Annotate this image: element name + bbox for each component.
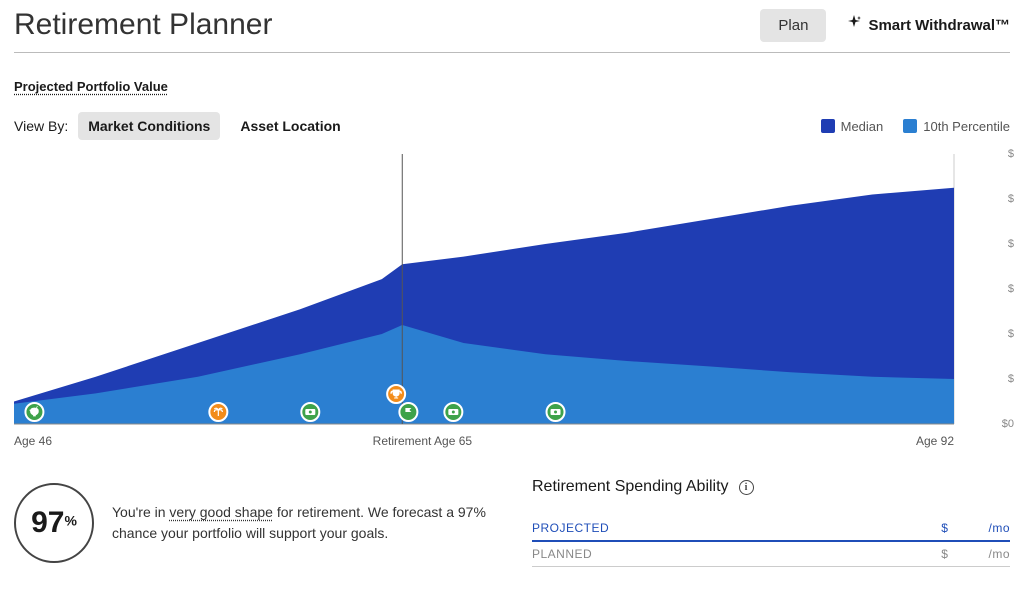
confidence-block: 97% You're in very good shape for retire…: [14, 478, 492, 567]
plan-button[interactable]: Plan: [760, 9, 826, 42]
header-actions: Plan Smart Withdrawal™: [760, 9, 1010, 42]
chart-svg: [14, 154, 1010, 444]
confidence-text-emph: very good shape: [169, 504, 273, 520]
spending-row-currency: $: [941, 521, 948, 535]
legend-median-label: Median: [841, 119, 884, 134]
event-marker-cash[interactable]: [547, 403, 565, 421]
section-title[interactable]: Projected Portfolio Value: [14, 79, 1010, 94]
sparkle-icon: [846, 15, 862, 35]
viewby-controls: View By: Market Conditions Asset Locatio…: [14, 112, 351, 140]
spending-row-label: PROJECTED: [532, 521, 609, 535]
x-label-retirement: Retirement Age 65: [373, 434, 472, 448]
chart-legend: Median 10th Percentile: [821, 119, 1010, 134]
x-label-end: Age 92: [916, 434, 954, 448]
confidence-percent-symbol: %: [64, 512, 76, 528]
header: Retirement Planner Plan Smart Withdrawal…: [14, 0, 1010, 53]
tab-asset-location[interactable]: Asset Location: [230, 112, 350, 140]
confidence-circle: 97%: [14, 483, 94, 563]
y-tick-label: $: [1008, 283, 1014, 295]
confidence-percent: 97: [31, 506, 64, 539]
spending-row-currency: $: [941, 547, 948, 561]
spending-row-suffix: /mo: [988, 521, 1010, 535]
event-marker-piggy[interactable]: [25, 403, 43, 421]
info-icon[interactable]: i: [739, 480, 754, 495]
page-title: Retirement Planner: [14, 8, 272, 42]
y-tick-label: $: [1008, 238, 1014, 250]
legend-p10-label: 10th Percentile: [923, 119, 1010, 134]
x-axis: Age 46 Age 92: [14, 434, 954, 448]
y-tick-label: $: [1008, 373, 1014, 385]
viewby-tabs: Market Conditions Asset Location: [78, 112, 350, 140]
legend-swatch-median: [821, 119, 835, 133]
smart-withdrawal-label: Smart Withdrawal™: [868, 17, 1010, 34]
legend-median: Median: [821, 119, 884, 134]
viewby-label: View By:: [14, 118, 68, 134]
viewby-row: View By: Market Conditions Asset Locatio…: [14, 112, 1010, 140]
x-label-start: Age 46: [14, 434, 52, 448]
spending-row-projected: PROJECTED $ /mo: [532, 516, 1010, 542]
event-marker-cash[interactable]: [444, 403, 462, 421]
y-tick-label: $: [1008, 328, 1014, 340]
spending-row-suffix: /mo: [988, 547, 1010, 561]
portfolio-chart[interactable]: $$$$$$$0 Age 46 Age 92 Retirement Age 65: [14, 154, 1010, 444]
event-marker-trophy[interactable]: [387, 385, 405, 403]
legend-swatch-p10: [903, 119, 917, 133]
smart-withdrawal-link[interactable]: Smart Withdrawal™: [846, 15, 1010, 35]
spending-title: Retirement Spending Ability: [532, 478, 729, 496]
bottom-section: 97% You're in very good shape for retire…: [14, 478, 1010, 567]
event-marker-vacation[interactable]: [209, 403, 227, 421]
confidence-text-pre: You're in: [112, 504, 169, 520]
y-tick-label: $0: [1002, 418, 1014, 430]
event-marker-flag[interactable]: [399, 403, 417, 421]
event-marker-cash[interactable]: [301, 403, 319, 421]
spending-row-label: PLANNED: [532, 547, 592, 561]
spending-ability: Retirement Spending Ability i PROJECTED …: [532, 478, 1010, 567]
tab-market-conditions[interactable]: Market Conditions: [78, 112, 220, 140]
y-tick-label: $: [1008, 148, 1014, 160]
y-tick-label: $: [1008, 193, 1014, 205]
spending-title-row: Retirement Spending Ability i: [532, 478, 1010, 496]
confidence-text: You're in very good shape for retirement…: [112, 502, 492, 544]
spending-row-planned: PLANNED $ /mo: [532, 542, 1010, 567]
y-axis: $$$$$$$0: [964, 154, 1014, 424]
legend-p10: 10th Percentile: [903, 119, 1010, 134]
